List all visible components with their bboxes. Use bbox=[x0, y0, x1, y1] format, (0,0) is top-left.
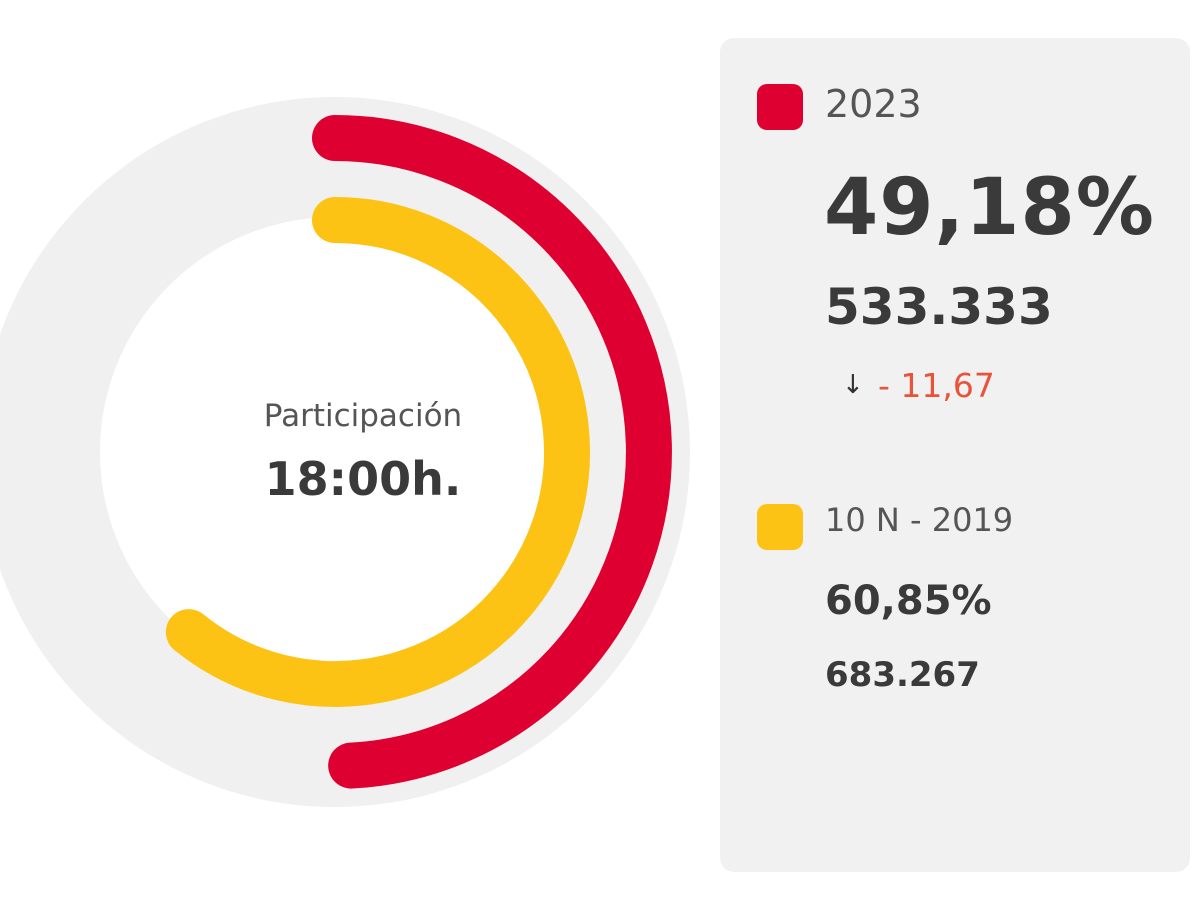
difference-2023: - 11,67 bbox=[878, 366, 995, 405]
participation-ring-chart bbox=[0, 97, 690, 807]
legend-swatch-2019 bbox=[757, 504, 803, 550]
arrow-down-icon: ↓ bbox=[842, 370, 864, 400]
percent-2019: 60,85% bbox=[825, 578, 992, 624]
arc-2023 bbox=[312, 115, 672, 789]
arc-2019 bbox=[165, 197, 590, 707]
legend-swatch-2023 bbox=[757, 84, 803, 130]
center-title: Participación bbox=[263, 398, 463, 434]
percent-2023: 49,18% bbox=[824, 163, 1155, 253]
legend-label-2023: 2023 bbox=[825, 82, 922, 126]
center-time: 18:00h. bbox=[264, 452, 462, 506]
count-2023: 533.333 bbox=[825, 278, 1053, 336]
legend-label-2019: 10 N - 2019 bbox=[825, 501, 1014, 539]
legend-panel: 2023 49,18% 533.333 ↓ - 11,67 10 N - 201… bbox=[720, 38, 1190, 872]
count-2019: 683.267 bbox=[825, 655, 980, 695]
